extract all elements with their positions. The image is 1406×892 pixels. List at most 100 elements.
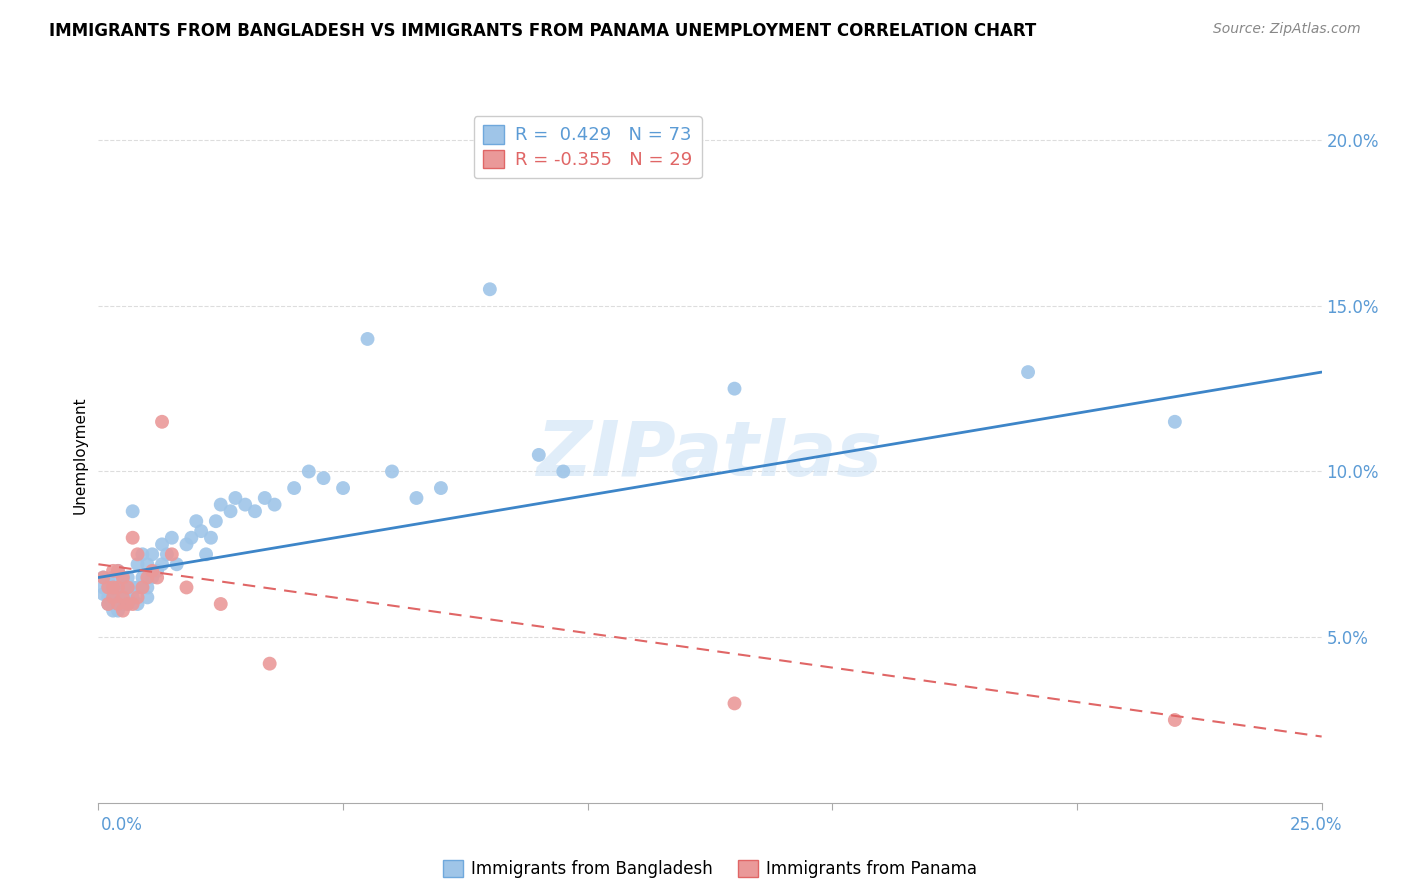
Point — [160, 531, 183, 545]
Point — [91, 570, 114, 584]
Point — [136, 591, 159, 605]
Legend: Immigrants from Bangladesh, Immigrants from Panama: Immigrants from Bangladesh, Immigrants f… — [436, 854, 984, 885]
Point — [111, 570, 134, 584]
Point — [723, 382, 745, 396]
Point — [91, 581, 114, 595]
Point — [219, 504, 242, 518]
Point — [136, 570, 159, 584]
Point — [190, 524, 212, 538]
Point — [111, 597, 134, 611]
Point — [127, 558, 149, 572]
Point — [298, 465, 321, 479]
Point — [121, 597, 143, 611]
Point — [527, 448, 550, 462]
Point — [107, 581, 129, 595]
Y-axis label: Unemployment: Unemployment — [72, 396, 87, 514]
Point — [127, 597, 149, 611]
Point — [553, 465, 575, 479]
Point — [121, 504, 143, 518]
Point — [101, 581, 124, 595]
Point — [91, 570, 114, 584]
Point — [156, 547, 179, 561]
Point — [101, 604, 124, 618]
Point — [97, 591, 120, 605]
Point — [233, 498, 256, 512]
Point — [117, 591, 139, 605]
Point — [381, 465, 404, 479]
Point — [107, 597, 129, 611]
Text: 0.0%: 0.0% — [101, 816, 143, 834]
Point — [101, 591, 124, 605]
Point — [101, 591, 124, 605]
Point — [131, 581, 153, 595]
Point — [127, 591, 149, 605]
Point — [160, 547, 183, 561]
Text: Source: ZipAtlas.com: Source: ZipAtlas.com — [1213, 22, 1361, 37]
Point — [111, 591, 134, 605]
Text: IMMIGRANTS FROM BANGLADESH VS IMMIGRANTS FROM PANAMA UNEMPLOYMENT CORRELATION CH: IMMIGRANTS FROM BANGLADESH VS IMMIGRANTS… — [49, 22, 1036, 40]
Point — [91, 587, 114, 601]
Text: 25.0%: 25.0% — [1291, 816, 1343, 834]
Point — [141, 570, 163, 584]
Point — [97, 581, 120, 595]
Point — [150, 415, 173, 429]
Point — [131, 547, 153, 561]
Point — [97, 581, 120, 595]
Point — [111, 581, 134, 595]
Point — [107, 581, 129, 595]
Point — [111, 591, 134, 605]
Point — [121, 531, 143, 545]
Point — [332, 481, 354, 495]
Point — [111, 604, 134, 618]
Point — [136, 581, 159, 595]
Point — [141, 564, 163, 578]
Point — [107, 564, 129, 578]
Point — [107, 604, 129, 618]
Point — [263, 498, 285, 512]
Point — [117, 597, 139, 611]
Point — [111, 570, 134, 584]
Point — [97, 574, 120, 588]
Point — [141, 547, 163, 561]
Point — [150, 558, 173, 572]
Point — [117, 581, 139, 595]
Point — [97, 597, 120, 611]
Point — [176, 537, 198, 551]
Point — [107, 597, 129, 611]
Point — [1164, 713, 1187, 727]
Point — [195, 547, 218, 561]
Point — [356, 332, 378, 346]
Point — [283, 481, 305, 495]
Point — [205, 514, 228, 528]
Point — [146, 570, 169, 584]
Point — [209, 597, 232, 611]
Point — [97, 597, 120, 611]
Point — [117, 570, 139, 584]
Point — [200, 531, 222, 545]
Point — [209, 498, 232, 512]
Point — [180, 531, 202, 545]
Point — [101, 570, 124, 584]
Point — [430, 481, 453, 495]
Point — [131, 581, 153, 595]
Point — [1164, 415, 1187, 429]
Point — [117, 597, 139, 611]
Point — [176, 581, 198, 595]
Point — [1017, 365, 1039, 379]
Point — [150, 537, 173, 551]
Point — [131, 570, 153, 584]
Point — [723, 697, 745, 711]
Point — [136, 558, 159, 572]
Text: ZIPatlas: ZIPatlas — [537, 418, 883, 491]
Point — [117, 581, 139, 595]
Point — [107, 564, 129, 578]
Point — [101, 597, 124, 611]
Point — [127, 581, 149, 595]
Point — [243, 504, 266, 518]
Point — [121, 581, 143, 595]
Point — [101, 564, 124, 578]
Point — [312, 471, 335, 485]
Point — [127, 547, 149, 561]
Point — [186, 514, 208, 528]
Point — [253, 491, 276, 505]
